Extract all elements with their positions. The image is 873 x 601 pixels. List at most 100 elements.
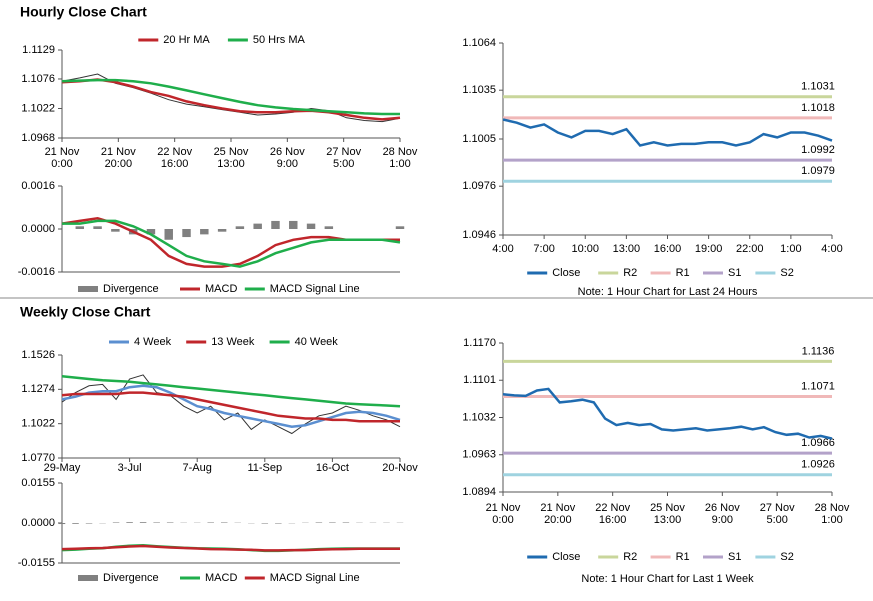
legend-label: R1 (676, 267, 690, 279)
bar (275, 523, 282, 524)
series-line (61, 544, 400, 552)
x-tick-label: 26 Nov (705, 502, 740, 514)
bar (306, 223, 316, 229)
y-tick-label: 1.1032 (462, 411, 496, 423)
bar (164, 229, 173, 240)
series-line (61, 391, 400, 423)
legend-label: Close (552, 551, 580, 563)
legend-label: MACD (205, 572, 237, 584)
legend-label: 40 Week (295, 336, 339, 348)
y-tick-label: 1.1064 (462, 37, 496, 49)
x-tick-label: 7:00 (533, 243, 554, 255)
legend-label: S2 (780, 267, 793, 279)
y-tick-label: 1.1526 (21, 349, 55, 361)
x-tick-label: 19:00 (695, 243, 723, 255)
y-tick-label: 1.0894 (462, 486, 496, 498)
pivot-label: 1.1136 (802, 345, 835, 357)
bar (324, 226, 334, 229)
bar (153, 522, 160, 523)
x-tick-label: 16:00 (599, 514, 627, 526)
series-line (61, 374, 401, 435)
x-tick-label: 29-May (44, 462, 81, 474)
x-tick-label: 27 Nov (760, 502, 795, 514)
legend-label: S1 (728, 551, 741, 563)
bar (261, 523, 269, 524)
legend-label: R2 (623, 267, 637, 279)
x-tick-label: 16-Oct (316, 462, 349, 474)
bar (207, 522, 214, 523)
x-tick-label: 20:00 (105, 158, 133, 170)
series-line (502, 387, 833, 440)
bar (271, 220, 280, 229)
note: Note: 1 Hour Chart for Last 1 Week (581, 573, 754, 585)
pivot-label: 1.0926 (801, 459, 835, 471)
y-tick-label: 1.0968 (21, 132, 55, 144)
legend-label: S2 (780, 551, 793, 563)
pivot-label: 1.0979 (801, 165, 835, 177)
y-tick-label: 1.1005 (462, 133, 496, 145)
bar (235, 226, 245, 229)
pivot-label: 1.0966 (801, 437, 835, 449)
legend-swatch (78, 575, 98, 581)
y-tick-label: -0.0016 (18, 266, 55, 278)
x-tick-label: 20:00 (544, 514, 572, 526)
x-tick-label: 0:00 (492, 514, 513, 526)
y-tick-label: 1.1076 (21, 73, 55, 85)
x-tick-label: 13:00 (217, 158, 245, 170)
legend-label: 50 Hrs MA (253, 34, 306, 46)
section-title: Hourly Close Chart (20, 4, 147, 20)
y-tick-label: 1.1022 (21, 418, 55, 430)
x-tick-label: 13:00 (654, 514, 682, 526)
x-tick-label: 20-Nov (382, 462, 418, 474)
bar (217, 229, 227, 232)
pivot-label: 1.1018 (801, 102, 835, 114)
x-tick-label: 9:00 (712, 514, 733, 526)
x-tick-label: 10:00 (571, 243, 599, 255)
bar (166, 522, 174, 523)
section-title: Weekly Close Chart (20, 304, 151, 320)
x-tick-label: 25 Nov (650, 502, 685, 514)
x-tick-label: 22:00 (736, 243, 764, 255)
legend-label: Close (552, 267, 580, 279)
bar (58, 523, 66, 525)
y-tick-label: 1.1101 (463, 374, 496, 386)
bar (253, 223, 262, 229)
x-tick-label: 1:00 (389, 158, 410, 170)
legend-swatch (78, 286, 98, 292)
x-tick-label: 1:00 (780, 243, 801, 255)
legend-label: 20 Hr MA (163, 34, 210, 46)
legend-label: 4 Week (134, 336, 172, 348)
x-tick-label: 3-Jul (118, 462, 142, 474)
pivot-label: 1.1071 (801, 380, 835, 392)
y-tick-label: 1.0976 (462, 180, 496, 192)
series-line (62, 219, 401, 268)
bar (342, 522, 350, 523)
x-tick-label: 4:00 (821, 243, 842, 255)
x-tick-label: 28 Nov (815, 502, 850, 514)
x-tick-label: 16:00 (654, 243, 682, 255)
x-tick-label: 16:00 (161, 158, 189, 170)
y-tick-label: 1.1022 (21, 102, 55, 114)
bar (146, 229, 156, 235)
y-tick-label: 1.0963 (462, 449, 496, 461)
pivot-label: 1.0992 (801, 144, 835, 156)
bar (220, 522, 228, 523)
y-tick-label: 1.0946 (462, 229, 496, 241)
bar (85, 523, 93, 524)
series-line (502, 118, 833, 147)
legend-label: MACD Signal Line (270, 283, 360, 295)
x-tick-label: 9:00 (277, 158, 298, 170)
x-tick-label: 26 Nov (270, 146, 305, 158)
x-tick-label: 11-Sep (247, 462, 282, 474)
x-tick-label: 13:00 (613, 243, 641, 255)
series-line (61, 217, 400, 268)
x-tick-label: 21 Nov (540, 502, 575, 514)
bar (329, 522, 336, 523)
series-line (61, 384, 401, 428)
pivot-label: 1.1031 (801, 81, 835, 93)
x-tick-label: 27 Nov (326, 146, 361, 158)
bar (75, 226, 85, 229)
legend-label: MACD (205, 283, 237, 295)
y-tick-label: 1.1129 (22, 44, 55, 56)
legend-label: S1 (728, 267, 741, 279)
